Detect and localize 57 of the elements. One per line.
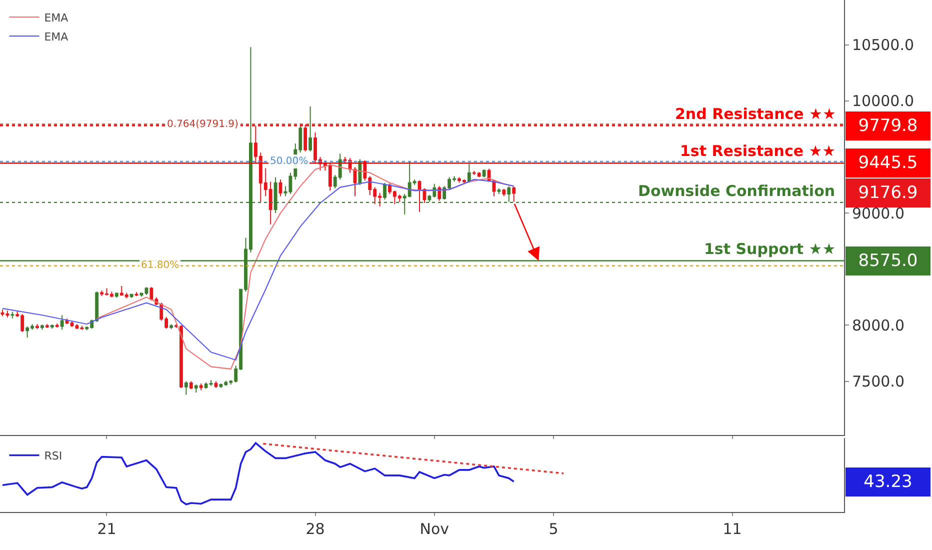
candlestick (55, 323, 59, 328)
candlestick (497, 188, 501, 195)
candlestick (304, 124, 308, 152)
ref-line-label: 1st Resistance ★★ (680, 142, 836, 160)
annotation: 61.80% (141, 260, 180, 271)
candlestick (10, 311, 14, 319)
candlestick (189, 380, 193, 390)
y-tick-label: 9000.0 (852, 204, 904, 222)
legend-label: RSI (44, 450, 62, 463)
y-tick-label: 7500.0 (852, 372, 904, 391)
text: 8575.0 (858, 251, 918, 271)
y-tick-label: 10000.0 (852, 92, 914, 110)
annotation: 0.764(9791.9) (167, 119, 239, 130)
candlestick (194, 384, 198, 394)
candlestick (502, 188, 506, 197)
candlestick (438, 186, 442, 202)
candlestick (134, 292, 138, 297)
y-tick-label: 10500.0 (852, 36, 914, 54)
text: 43.23 (864, 472, 912, 492)
candlestick (383, 182, 386, 200)
y-tick-label: 8000.0 (852, 316, 904, 334)
legend-label: EMA (44, 11, 69, 24)
candlestick (50, 324, 54, 330)
candlestick (512, 186, 516, 202)
x-tick-label: 11 (722, 520, 742, 538)
candlestick (36, 324, 39, 330)
ref-line-label: 1st Support ★★ (704, 240, 836, 258)
x-tick-label: Nov (420, 520, 450, 538)
candlestick (482, 168, 486, 178)
candlestick (278, 178, 282, 197)
candlestick (170, 324, 173, 330)
candlestick (114, 292, 118, 298)
annotation: 50.00% (270, 156, 308, 167)
candlestick (308, 106, 312, 152)
candlestick (40, 324, 44, 330)
candlestick (45, 324, 49, 329)
text: 9445.5 (858, 153, 918, 173)
x-tick-label: 5 (548, 520, 558, 538)
candlestick (60, 314, 64, 330)
legend-label: EMA (44, 30, 69, 44)
ref-line-label: 2nd Resistance ★★ (675, 105, 836, 123)
text: 9176.9 (858, 183, 918, 203)
candlestick (507, 186, 511, 202)
candlestick (467, 163, 471, 182)
candlestick (95, 291, 99, 322)
candlestick (184, 380, 188, 396)
candlestick (214, 380, 218, 389)
x-tick-label: 21 (97, 520, 116, 538)
candlestick (328, 162, 332, 192)
candlestick (418, 180, 422, 212)
candlestick (130, 293, 134, 298)
candlestick (199, 383, 203, 391)
candlestick (180, 324, 183, 389)
annotation: Downside Confirmation (638, 182, 836, 200)
candlestick (353, 166, 357, 197)
x-tick-label: 28 (306, 520, 325, 538)
text: 9779.8 (858, 116, 918, 136)
